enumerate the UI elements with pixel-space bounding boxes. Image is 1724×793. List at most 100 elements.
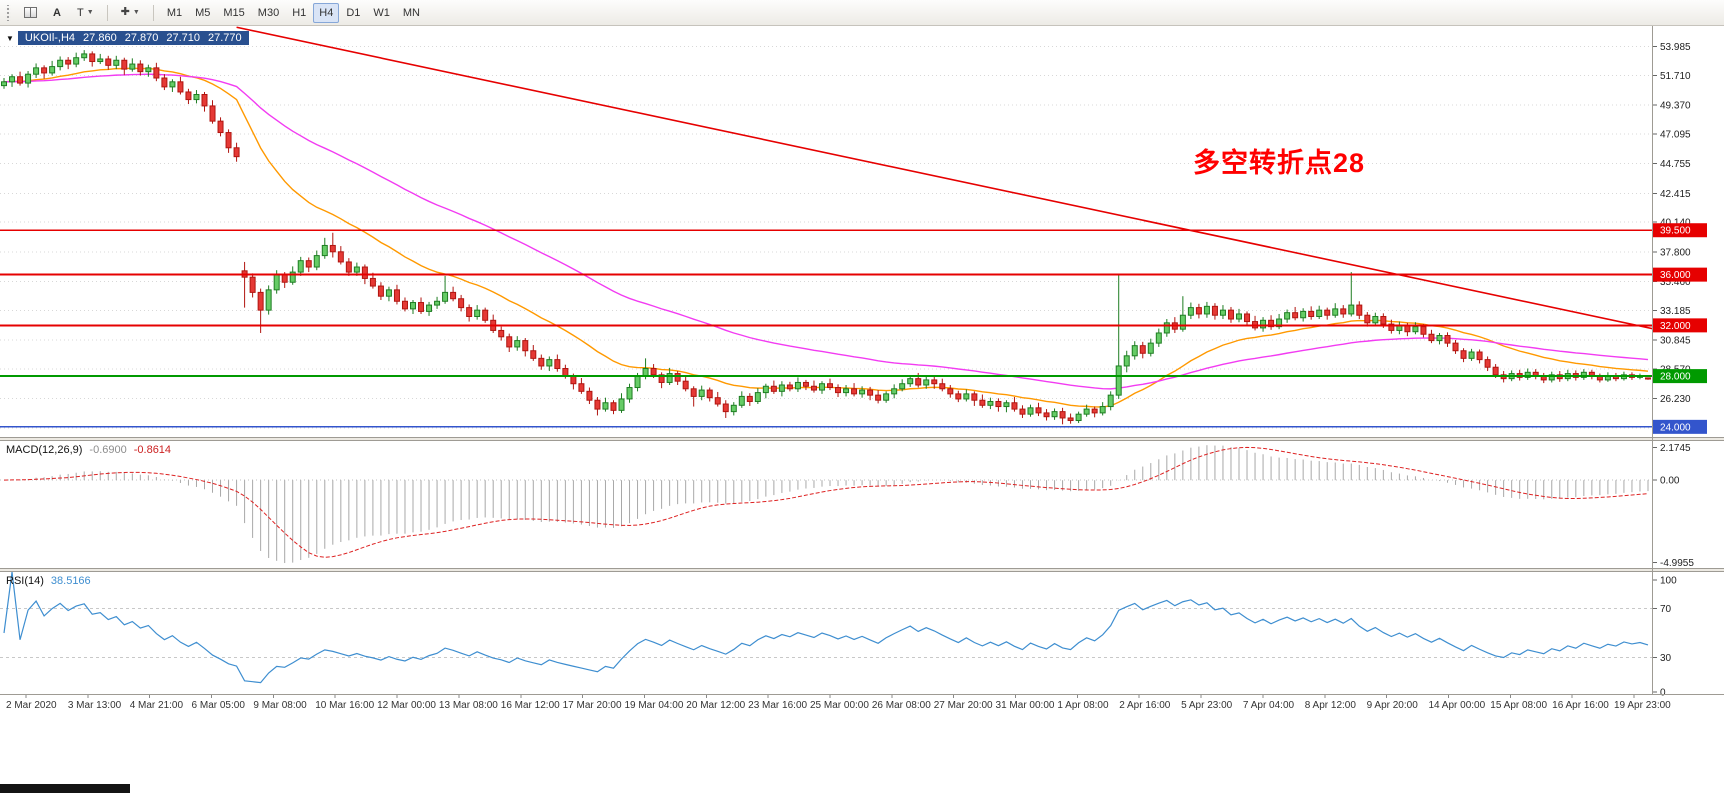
candle-body xyxy=(185,91,192,101)
candle-body xyxy=(931,379,938,385)
candle-body xyxy=(1091,408,1098,414)
candle-body xyxy=(89,53,96,63)
time-axis-label: 4 Mar 21:00 xyxy=(130,700,184,711)
candle-body xyxy=(201,94,208,107)
candle-body xyxy=(1123,355,1130,367)
candle-body xyxy=(9,76,16,83)
candle-body xyxy=(1468,351,1475,359)
candle-body xyxy=(434,300,441,306)
candle-body xyxy=(626,387,633,400)
candle-body xyxy=(546,359,553,367)
candle-body xyxy=(177,81,184,93)
rsi-value: 38.5166 xyxy=(50,575,91,587)
candle-body xyxy=(1011,402,1018,410)
timeframe-button-m15[interactable]: M15 xyxy=(217,3,250,23)
price-axis[interactable] xyxy=(1652,26,1724,694)
candle-body xyxy=(1115,365,1122,396)
trendline[interactable] xyxy=(236,26,1721,343)
candle-body xyxy=(153,67,160,79)
candle-body xyxy=(722,403,729,413)
toolbar-grip[interactable] xyxy=(5,4,11,21)
candle-body xyxy=(474,309,481,317)
candle-body xyxy=(466,307,473,317)
price-tag-label: 39.500 xyxy=(1660,226,1691,237)
candle-body xyxy=(49,66,56,74)
font-tool-button[interactable]: A xyxy=(45,3,69,23)
candle-body xyxy=(538,357,545,367)
chevron-down-icon: ▼ xyxy=(86,9,94,16)
rsi-axis-label: 30 xyxy=(1660,653,1672,664)
crosshair-tool-button[interactable]: ✚ ▼ xyxy=(115,3,146,23)
annotation-text[interactable]: 多空转折点28 xyxy=(1193,148,1366,178)
candle-body xyxy=(65,59,72,65)
candle-body xyxy=(746,395,753,402)
taskbar-fragment xyxy=(0,784,130,793)
candle-body xyxy=(770,385,777,392)
candle-body xyxy=(859,389,866,395)
candle-body xyxy=(650,368,657,376)
candle-body xyxy=(1099,406,1106,414)
timeframe-button-m30[interactable]: M30 xyxy=(252,3,285,23)
candle-body xyxy=(875,394,882,401)
candle-body xyxy=(682,380,689,390)
candle-body xyxy=(818,383,825,391)
toolbar-separator xyxy=(152,4,154,21)
candle-body xyxy=(329,244,336,253)
candle-body xyxy=(1236,313,1242,320)
price-axis-label: 47.095 xyxy=(1660,129,1691,140)
candle-body xyxy=(265,289,272,311)
time-axis-label: 16 Mar 12:00 xyxy=(501,700,560,711)
rsi-axis-label: 0 xyxy=(1660,688,1666,699)
timeframe-button-m5[interactable]: M5 xyxy=(189,3,216,23)
candle-body xyxy=(410,302,416,310)
candle-body xyxy=(209,105,216,122)
candle-body xyxy=(1147,342,1154,354)
candle-body xyxy=(169,81,176,88)
candle-body xyxy=(393,289,400,302)
panel-splitter[interactable] xyxy=(0,568,1724,572)
candle-body xyxy=(97,58,104,63)
charts-grid-button[interactable] xyxy=(18,3,43,23)
timeframe-button-d1[interactable]: D1 xyxy=(340,3,366,23)
macd-name: MACD(12,26,9) xyxy=(6,444,83,456)
panel-splitter[interactable] xyxy=(0,437,1724,441)
time-axis-label: 27 Mar 20:00 xyxy=(934,700,993,711)
candle-body xyxy=(506,336,513,348)
time-axis-label: 26 Mar 08:00 xyxy=(872,700,931,711)
candle-body xyxy=(1316,309,1323,317)
price-tag xyxy=(1653,223,1707,238)
price-tag xyxy=(1653,318,1707,333)
candle-body xyxy=(361,266,368,279)
candle-body xyxy=(698,389,705,397)
candle-body xyxy=(690,388,697,397)
macd-signal-line xyxy=(3,446,1649,558)
candle-body xyxy=(249,276,256,293)
candle-body xyxy=(1019,408,1026,415)
chart-symbol-bar[interactable]: ▼ UKOIl-,H4 27.860 27.870 27.710 27.770 xyxy=(6,31,249,45)
time-axis[interactable] xyxy=(0,694,1724,716)
candle-body xyxy=(835,387,842,394)
timeframe-button-m1[interactable]: M1 xyxy=(161,3,188,23)
time-axis-label: 31 Mar 00:00 xyxy=(996,700,1055,711)
price-tag-label: 24.000 xyxy=(1660,422,1691,433)
toolbar: A T ▼ ✚ ▼ M1 M5 M15 M30 H1 H4 D1 W1 MN xyxy=(0,0,1724,26)
text-tool-button[interactable]: T ▼ xyxy=(71,3,100,23)
timeframe-button-h4[interactable]: H4 xyxy=(313,2,340,23)
price-axis-label: 40.140 xyxy=(1660,218,1691,229)
candle-body xyxy=(1332,308,1339,316)
timeframe-buttons: M1 M5 M15 M30 H1 H4 D1 W1 MN xyxy=(161,2,426,23)
candle-body xyxy=(1388,323,1395,331)
price-tag-label: 32.000 xyxy=(1660,321,1691,332)
timeframe-button-mn[interactable]: MN xyxy=(397,3,426,23)
candle-body xyxy=(738,395,745,406)
candle-body xyxy=(1155,332,1162,344)
price-axis-label: 26.230 xyxy=(1660,394,1691,405)
rsi-label: RSI(14) 38.5166 xyxy=(6,575,91,587)
ma-55-line[interactable] xyxy=(3,73,1649,390)
macd-histogram xyxy=(11,445,1649,564)
timeframe-button-w1[interactable]: W1 xyxy=(367,3,396,23)
ma-21-line[interactable] xyxy=(3,67,1649,408)
timeframe-button-h1[interactable]: H1 xyxy=(286,3,312,23)
candle-body xyxy=(73,57,80,65)
